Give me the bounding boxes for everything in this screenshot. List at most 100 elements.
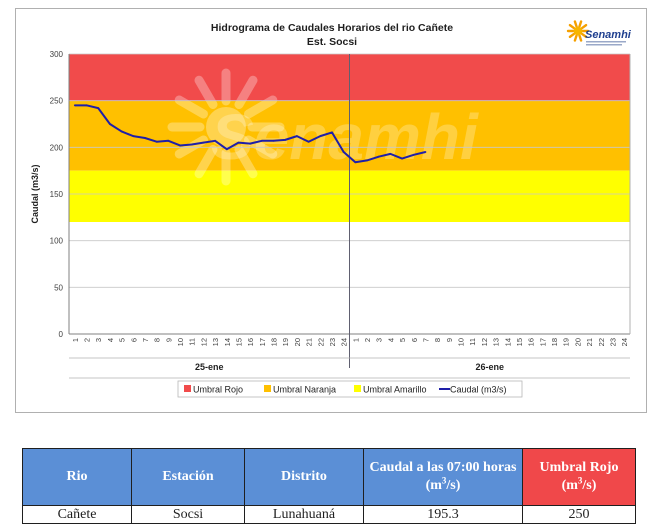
x-tick-label: 13 — [211, 338, 220, 346]
y-tick-label: 150 — [50, 190, 64, 199]
legend-label: Caudal (m3/s) — [450, 385, 507, 395]
cell-estacion: Socsi — [131, 505, 245, 524]
logo-sun-ray — [573, 20, 578, 28]
header-caudal: Caudal a las 07:00 horas (m3/s) — [363, 448, 523, 506]
x-tick-label: 3 — [94, 338, 103, 342]
series-point — [225, 148, 228, 151]
series-point — [319, 135, 322, 138]
x-tick-label: 6 — [410, 338, 419, 342]
series-point — [190, 143, 193, 146]
series-point — [167, 139, 170, 142]
x-tick-label: 11 — [188, 338, 197, 346]
series-point — [109, 123, 111, 125]
x-tick-label: 18 — [270, 338, 279, 346]
logo-sun-ray — [578, 20, 583, 28]
logo-text: Senamhi — [585, 29, 632, 41]
series-point — [73, 104, 76, 107]
logo-sun-ray — [573, 34, 578, 42]
series-point — [342, 151, 345, 153]
legend-label: Umbral Rojo — [193, 385, 243, 395]
logo-sun-ray — [580, 23, 588, 30]
x-tick-label: 23 — [608, 338, 617, 346]
header-caudal-unit: /s) — [446, 478, 461, 493]
y-tick-label: 300 — [50, 50, 64, 59]
x-tick-label: 17 — [538, 338, 547, 346]
series-point — [179, 144, 181, 147]
legend-swatch — [354, 385, 361, 392]
x-tick-label: 16 — [527, 338, 536, 346]
x-tick-label: 12 — [480, 338, 489, 346]
header-estacion: Estación — [131, 448, 245, 506]
x-tick-label: 21 — [305, 338, 314, 346]
table-row: Cañete Socsi Lunahuaná 195.3 250 — [22, 505, 636, 524]
x-tick-label: 8 — [153, 338, 162, 342]
series-point — [272, 139, 275, 142]
header-distrito: Distrito — [244, 448, 364, 506]
x-tick-label: 15 — [515, 338, 524, 346]
series-point — [202, 141, 205, 144]
x-tick-label: 20 — [293, 338, 302, 346]
chart-subtitle: Est. Socsi — [307, 36, 357, 48]
series-point — [260, 139, 263, 142]
series-point — [144, 137, 146, 139]
y-axis-title: Caudal (m3/s) — [30, 164, 40, 223]
x-tick-label: 9 — [445, 338, 454, 342]
legend-label: Umbral Amarillo — [363, 385, 427, 395]
series-point — [155, 140, 158, 143]
series-point — [377, 155, 380, 158]
header-caudal-sup: 3 — [441, 475, 447, 486]
x-tick-label: 2 — [363, 338, 372, 342]
day-label: 25-ene — [195, 362, 224, 372]
cell-rio: Cañete — [22, 505, 132, 524]
watermark-sun-ray — [174, 95, 208, 119]
watermark-sun-ray — [244, 95, 278, 119]
series-point — [97, 107, 100, 110]
series-point — [120, 130, 123, 133]
watermark-sun-ray — [194, 145, 218, 179]
series-point — [412, 153, 415, 156]
chart-panel: Senamhi 0 50 100 150 200 250 300 1 2 3 4 5 6 7 8 9 10 11… — [15, 8, 647, 413]
x-tick-label: 5 — [398, 338, 407, 342]
series-point — [424, 151, 427, 153]
logo-sun-ray — [580, 32, 588, 39]
logo-subline — [586, 41, 626, 43]
header-rio: Rio — [22, 448, 132, 506]
header-caudal-text: Caudal a las 07:00 horas (m — [369, 460, 517, 493]
x-tick-label: 12 — [199, 338, 208, 346]
x-tick-label: 19 — [562, 338, 571, 346]
table-header-row: Rio Estación Distrito Caudal a las 07:00… — [22, 448, 636, 506]
x-tick-label: 4 — [106, 338, 115, 342]
watermark-text: Senamhi — [211, 101, 479, 173]
logo-sun-ray — [568, 23, 576, 30]
header-umbral-text: Umbral Rojo (m — [539, 460, 619, 493]
series-point — [237, 141, 240, 144]
x-tick-label: 1 — [71, 338, 80, 342]
x-tick-label: 14 — [503, 338, 512, 346]
logo-subline — [586, 44, 622, 46]
x-tick-label: 18 — [550, 338, 559, 346]
series-point — [284, 138, 287, 141]
legend-label: Umbral Naranja — [273, 385, 336, 395]
series-point — [401, 157, 403, 160]
x-tick-label: 8 — [433, 338, 442, 342]
x-tick-label: 1 — [351, 338, 360, 342]
x-tick-label: 5 — [118, 338, 127, 342]
x-tick-label: 4 — [386, 338, 395, 342]
x-tick-label: 9 — [164, 338, 173, 342]
series-point — [307, 140, 310, 143]
x-tick-label: 24 — [620, 338, 629, 346]
series-point — [85, 104, 88, 107]
series-point — [249, 142, 252, 145]
x-tick-label: 17 — [258, 338, 267, 346]
x-tick-label: 15 — [234, 338, 243, 346]
x-tick-label: 3 — [375, 338, 384, 342]
series-point — [354, 161, 357, 164]
series-point — [132, 135, 135, 138]
x-tick-label: 11 — [468, 338, 477, 346]
cell-caudal: 195.3 — [363, 505, 523, 524]
chart-title: Hidrograma de Caudales Horarios del rio … — [211, 22, 453, 34]
series-point — [296, 135, 298, 138]
x-tick-label: 7 — [141, 338, 150, 342]
x-tick-label: 24 — [340, 338, 349, 346]
